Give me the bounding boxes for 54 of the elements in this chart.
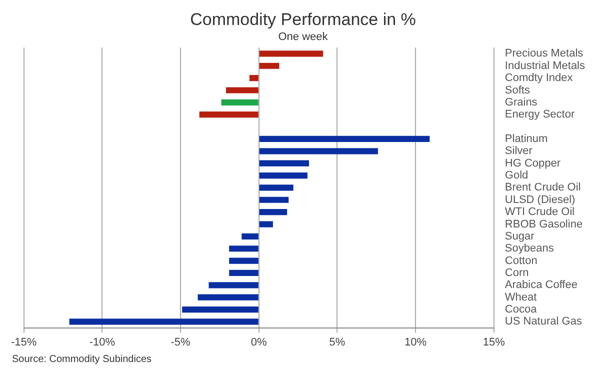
y-tick-label: Grains [504,96,538,108]
y-tick-label: Comdty Index [504,72,574,84]
x-tick-label: 5% [329,336,346,348]
bar [208,282,258,288]
bar [242,233,258,240]
bar [259,62,280,69]
x-tick-label: -5% [170,336,191,348]
x-tick-label: -10% [89,336,116,348]
bar [198,294,258,300]
bar [249,75,258,82]
y-tick-label: Precious Metals [504,48,584,60]
y-tick-label: Silver [504,145,533,158]
bar [229,246,258,252]
y-tick-label: US Natural Gas [504,316,582,328]
x-tick-label: 10% [404,336,427,348]
bar [259,184,294,191]
y-tick-label: Platinum [504,133,548,145]
x-tick-label: 0% [250,336,268,348]
y-tick-label: Cocoa [504,304,538,316]
bar [226,87,258,94]
y-tick-label: HG Copper [504,157,561,170]
y-tick-label: WTI Crude Oil [504,206,575,218]
bar [229,270,258,276]
y-tick-label: Sugar [504,230,535,242]
x-tick-label: 15% [482,336,506,348]
y-tick-label: Gold [504,170,528,182]
y-tick-label: RBOB Gasoline [504,218,583,230]
y-tick-label: Soybeans [504,242,554,255]
y-tick-label: Energy Sector [504,108,575,121]
x-tick-label: -15% [10,336,37,348]
bar [69,318,258,325]
bar [259,160,310,166]
bar [259,50,324,57]
bar [182,306,258,313]
bar [259,209,288,216]
bar [221,99,258,106]
bar [259,148,378,154]
bar [259,172,308,179]
y-tick-label: Wheat [504,291,537,304]
y-tick-label: Arabica Coffee [504,279,578,292]
bar [199,112,258,118]
chart-subtitle: One week [278,31,328,44]
bar [259,221,273,228]
y-tick-label: Brent Crude Oil [504,182,581,194]
source-note: Source: Commodity Subindices [12,354,152,365]
bar [259,196,289,203]
y-tick-label: Industrial Metals [504,60,586,72]
y-tick-label: ULSD (Diesel) [504,194,576,206]
y-tick-label: Corn [504,267,529,280]
bar [229,258,258,264]
bar [259,136,430,142]
chart-title: Commodity Performance in % [190,10,416,29]
y-tick-label: Softs [504,84,530,96]
y-tick-label: Cotton [504,254,538,267]
